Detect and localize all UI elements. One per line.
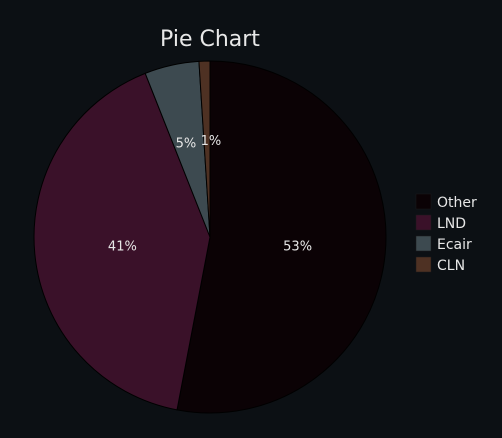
slice-labels: 53% 41% 5% 1% xyxy=(108,134,312,254)
pie-slice-lnd xyxy=(33,72,211,411)
slice-label-other: 53% xyxy=(283,239,312,254)
legend-label-lnd[interactable]: LND xyxy=(437,216,466,232)
legend-swatch-ecair xyxy=(415,235,432,252)
legend-swatch-other xyxy=(415,193,432,210)
slice-label-ecair: 5% xyxy=(176,137,197,152)
slice-label-cln: 1% xyxy=(201,134,222,149)
pie-slices xyxy=(33,60,387,414)
pie-slice-cln xyxy=(198,60,211,238)
chart-title: Pie Chart xyxy=(160,27,260,52)
legend-swatch-cln xyxy=(415,256,432,273)
legend-label-other[interactable]: Other xyxy=(437,195,477,211)
legend-label-cln[interactable]: CLN xyxy=(437,258,465,274)
legend: Other LND Ecair CLN xyxy=(415,193,477,274)
slice-label-lnd: 41% xyxy=(108,239,137,254)
legend-label-ecair[interactable]: Ecair xyxy=(437,237,472,253)
pie-slice-other xyxy=(176,60,387,414)
legend-swatch-lnd xyxy=(415,214,432,231)
